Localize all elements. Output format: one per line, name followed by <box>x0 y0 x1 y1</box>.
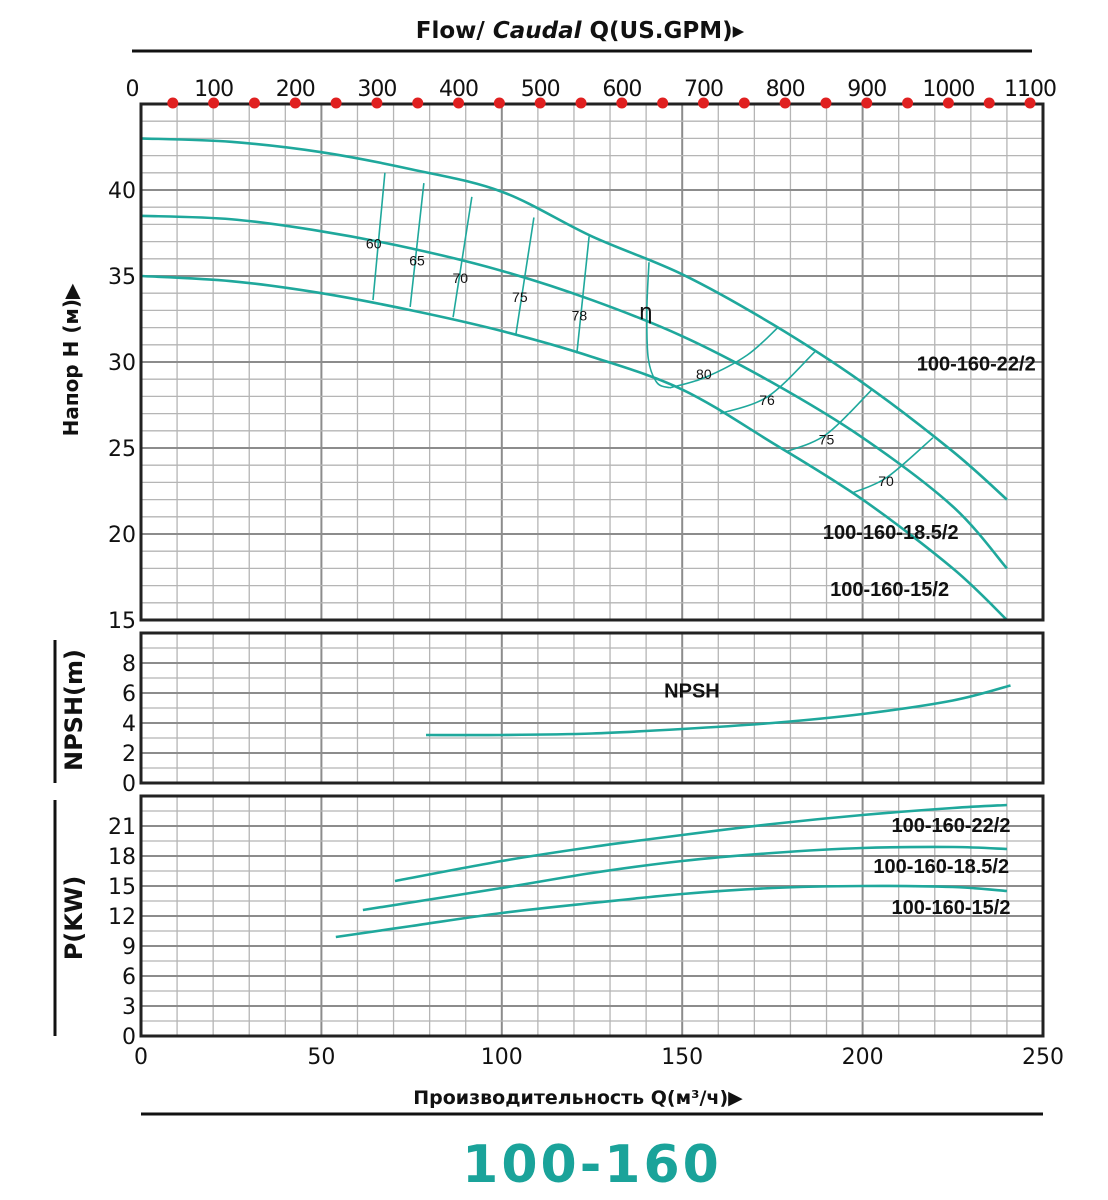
gpm-marker-dot <box>493 97 505 109</box>
gpm-marker-dot <box>289 97 301 109</box>
bottom-axis-title: Производительность Q(м³/ч)▶ <box>413 1087 743 1109</box>
efficiency-line <box>669 327 779 389</box>
top-axis-title: Flow/ Caudal Q(US.GPM)▸ <box>416 18 745 44</box>
series-line-head <box>140 214 1008 570</box>
gpm-marker-dot <box>983 97 995 109</box>
power-axis-title: P(KW) <box>60 876 88 961</box>
y-tick-label: 6 <box>122 682 136 707</box>
gpm-marker-dot <box>453 97 465 109</box>
grid-npsh <box>141 633 1043 783</box>
series-line-power <box>335 884 1008 939</box>
gpm-marker-dot <box>248 97 260 109</box>
gpm-marker-dot <box>575 97 587 109</box>
series-label: 100-160-18.5/2 <box>823 522 959 544</box>
series-line-npsh <box>426 684 1011 737</box>
efficiency-label: 75 <box>819 432 835 448</box>
efficiency-label: 65 <box>409 253 425 269</box>
gpm-marker-dot <box>412 97 424 109</box>
efficiency-line <box>645 262 671 389</box>
efficiency-label: 80 <box>696 366 712 382</box>
x-tick-label: 50 <box>307 1045 335 1070</box>
gpm-marker-dot <box>371 97 383 109</box>
head-axis-title: Напор H (м)▶ <box>59 283 83 436</box>
series-line-power <box>362 845 1007 912</box>
gpm-marker-dot <box>167 97 179 109</box>
series-line-head <box>140 137 1008 501</box>
y-tick-label: 0 <box>122 1025 136 1050</box>
y-tick-label: 4 <box>122 712 136 737</box>
efficiency-line <box>372 172 386 301</box>
gpm-marker-dot <box>657 97 669 109</box>
series-label: 100-160-22/2 <box>891 815 1010 837</box>
efficiency-label: 70 <box>453 270 469 286</box>
y-tick-label: 0 <box>122 772 136 797</box>
y-tick-label: 2 <box>122 742 136 767</box>
x-tick-label: 100 <box>481 1045 523 1070</box>
npsh-axis-title: NPSH(m) <box>60 649 88 771</box>
efficiency-line <box>452 196 473 318</box>
y-tick-label: 15 <box>108 875 136 900</box>
gpm-marker-dot <box>820 97 832 109</box>
y-tick-label: 3 <box>122 995 136 1020</box>
panel-frame-power <box>139 794 1045 1038</box>
y-tick-label: 15 <box>108 609 136 634</box>
y-tick-label: 8 <box>122 652 136 677</box>
x-tick-label: 0 <box>134 1045 148 1070</box>
x-axis: 0 50 100 150 200 250 <box>134 1045 1064 1070</box>
y-tick-label: 6 <box>122 965 136 990</box>
y-tick-label: 9 <box>122 935 136 960</box>
efficiency-line <box>576 236 590 354</box>
efficiency-symbol: η <box>639 300 653 325</box>
efficiency-line <box>409 183 425 308</box>
efficiency-label: 75 <box>512 289 528 305</box>
product-title: 100-160 <box>462 1135 722 1195</box>
efficiency-label: 78 <box>572 308 588 324</box>
y-tick-label: 12 <box>108 905 136 930</box>
x-tick-label: 150 <box>661 1045 703 1070</box>
gpm-marker-dot <box>697 97 709 109</box>
gpm-marker-dot <box>1024 97 1036 109</box>
x-tick-label: 200 <box>842 1045 884 1070</box>
series-label: 100-160-15/2 <box>830 579 949 601</box>
y-tick-label: 18 <box>108 845 136 870</box>
gpm-axis: 0 100 200 300 400 500 600 700 800 900 1000 1100 <box>126 77 1057 109</box>
efficiency-label: 70 <box>878 473 894 489</box>
series-label: 100-160-22/2 <box>917 354 1036 376</box>
y-tick-label: 25 <box>108 437 136 462</box>
series-line-power <box>394 803 1007 883</box>
gpm-tick-label: 0 <box>126 77 139 102</box>
gpm-marker-dot <box>779 97 791 109</box>
gpm-marker-dot <box>942 97 954 109</box>
efficiency-line <box>719 351 816 415</box>
gpm-marker-dot <box>208 97 220 109</box>
panel-frame-head <box>139 102 1045 622</box>
y-tick-label: 21 <box>108 815 136 840</box>
grid-power <box>141 796 1043 1036</box>
series-line-head <box>140 274 1008 621</box>
y-tick-label: 20 <box>108 523 136 548</box>
efficiency-line <box>786 388 873 453</box>
gpm-marker-dot <box>861 97 873 109</box>
panel-frame-npsh <box>139 631 1045 785</box>
series-label: 100-160-18.5/2 <box>873 856 1009 878</box>
efficiency-label: 76 <box>759 392 775 408</box>
gpm-marker-dot <box>616 97 628 109</box>
efficiency-line <box>852 437 934 494</box>
y-tick-label: 35 <box>108 265 136 290</box>
efficiency-label: 60 <box>366 235 382 251</box>
x-tick-label: 250 <box>1022 1045 1064 1070</box>
series-label: 100-160-15/2 <box>891 897 1010 919</box>
y-tick-label: 30 <box>108 351 136 376</box>
gpm-marker-dot <box>534 97 546 109</box>
gpm-marker-dot <box>330 97 342 109</box>
gpm-marker-dot <box>902 97 914 109</box>
gpm-marker-dot <box>738 97 750 109</box>
series-label: NPSH <box>664 681 720 703</box>
y-tick-label: 40 <box>108 179 136 204</box>
efficiency-line <box>515 217 535 335</box>
